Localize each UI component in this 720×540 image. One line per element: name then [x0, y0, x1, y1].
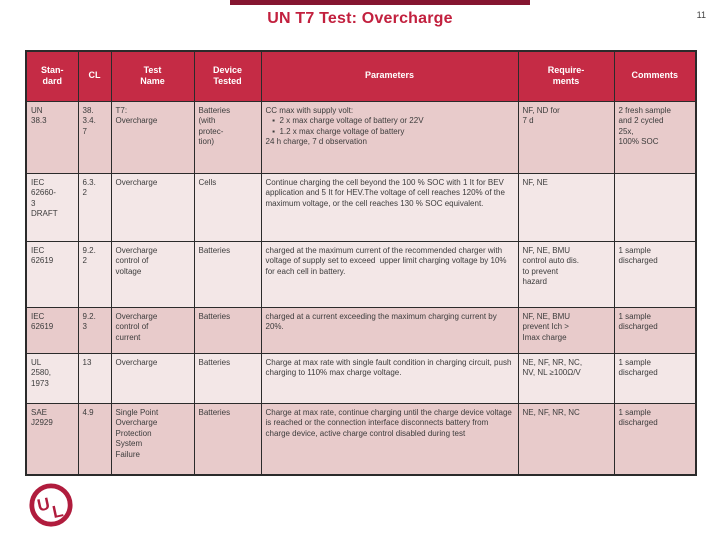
- cell-device_tested: Batteries (with protec- tion): [193, 100, 262, 174]
- cell-cl: 4.9: [77, 402, 112, 476]
- standards-table: Stan- dard CL Test Name Device Tested Parame…: [25, 50, 697, 476]
- cell-cl: 9.2. 2: [77, 240, 112, 308]
- cell-comments: 1 sample discharged: [613, 352, 697, 404]
- cell-cl: 9.2. 3: [77, 306, 112, 354]
- cell-test_name: Overcharge: [110, 172, 195, 242]
- slide-title: UN T7 Test: Overcharge: [267, 10, 453, 27]
- cell-parameters: charged at a current exceeding the maxim…: [260, 306, 519, 354]
- table-body: UN 38.3 38. 3.4. 7 T7: Overcharge Batteries…: [25, 100, 697, 476]
- cell-comments: 1 sample discharged: [613, 240, 697, 308]
- cell-requirements: NF, ND for 7 d: [517, 100, 615, 174]
- top-accent-bar: [230, 0, 530, 5]
- cell-device_tested: Batteries: [193, 402, 262, 476]
- table-header: Stan- dard CL Test Name Device Tested Parame…: [25, 50, 697, 102]
- header-cell-test_name: Test Name: [110, 50, 195, 102]
- cell-test_name: Overcharge control of current: [110, 306, 195, 354]
- cell-parameters: Charge at max rate, continue charging un…: [260, 402, 519, 476]
- table-row: IEC 62619 9.2. 2 Overcharge control of vol…: [25, 240, 697, 308]
- header-cell-parameters: Parameters: [260, 50, 519, 102]
- cell-test_name: Overcharge: [110, 352, 195, 404]
- cell-standard: IEC 62660- 3 DRAFT: [25, 172, 79, 242]
- ul-logo-icon: U L: [29, 483, 73, 527]
- header-cell-requirements: Require- ments: [517, 50, 615, 102]
- header-cell-device_tested: Device Tested: [193, 50, 262, 102]
- header-cell-standard: Stan- dard: [25, 50, 79, 102]
- cell-cl: 6.3. 2: [77, 172, 112, 242]
- cell-test_name: Single Point Overcharge Protection Syste…: [110, 402, 195, 476]
- table-row: IEC 62660- 3 DRAFT 6.3. 2 Overcharge Cells C…: [25, 172, 697, 242]
- cell-device_tested: Cells: [193, 172, 262, 242]
- cell-cl: 13: [77, 352, 112, 404]
- cell-test_name: Overcharge control of voltage: [110, 240, 195, 308]
- cell-requirements: NE, NF, NR, NC: [517, 402, 615, 476]
- cell-test_name: T7: Overcharge: [110, 100, 195, 174]
- cell-parameters: charged at the maximum current of the re…: [260, 240, 519, 308]
- cell-standard: UN 38.3: [25, 100, 79, 174]
- cell-comments: 1 sample discharged: [613, 402, 697, 476]
- table-row: SAE J2929 4.9 Single Point Overcharge Prot…: [25, 402, 697, 476]
- cell-standard: UL 2580, 1973: [25, 352, 79, 404]
- cell-parameters: CC max with supply volt: ▪ 2 x max charg…: [260, 100, 519, 174]
- cell-requirements: NE, NF, NR, NC, NV, NL ≥100Ω/V: [517, 352, 615, 404]
- cell-requirements: NF, NE, BMU prevent Ich > Imax charge: [517, 306, 615, 354]
- cell-standard: SAE J2929: [25, 402, 79, 476]
- ul-logo-letter-l: L: [50, 500, 64, 522]
- cell-requirements: NF, NE: [517, 172, 615, 242]
- cell-comments: 2 fresh sample and 2 cycled 25x, 100% SO…: [613, 100, 697, 174]
- header-cell-comments: Comments: [613, 50, 697, 102]
- cell-comments: 1 sample discharged: [613, 306, 697, 354]
- cell-device_tested: Batteries: [193, 352, 262, 404]
- ul-logo-letter-u: U: [35, 493, 51, 515]
- page-number: 11: [696, 10, 706, 20]
- table-row: UN 38.3 38. 3.4. 7 T7: Overcharge Batteries…: [25, 100, 697, 174]
- header-cell-cl: CL: [77, 50, 112, 102]
- table-row: IEC 62619 9.2. 3 Overcharge control of cur…: [25, 306, 697, 354]
- cell-cl: 38. 3.4. 7: [77, 100, 112, 174]
- cell-standard: IEC 62619: [25, 240, 79, 308]
- table-header-row: Stan- dard CL Test Name Device Tested Parame…: [25, 50, 697, 102]
- cell-device_tested: Batteries: [193, 306, 262, 354]
- cell-comments: [613, 172, 697, 242]
- table-row: UL 2580, 1973 13 Overcharge Batteries Charge…: [25, 352, 697, 404]
- cell-parameters: Continue charging the cell beyond the 10…: [260, 172, 519, 242]
- cell-device_tested: Batteries: [193, 240, 262, 308]
- cell-requirements: NF, NE, BMU control auto dis. to prevent…: [517, 240, 615, 308]
- cell-parameters: Charge at max rate with single fault con…: [260, 352, 519, 404]
- cell-standard: IEC 62619: [25, 306, 79, 354]
